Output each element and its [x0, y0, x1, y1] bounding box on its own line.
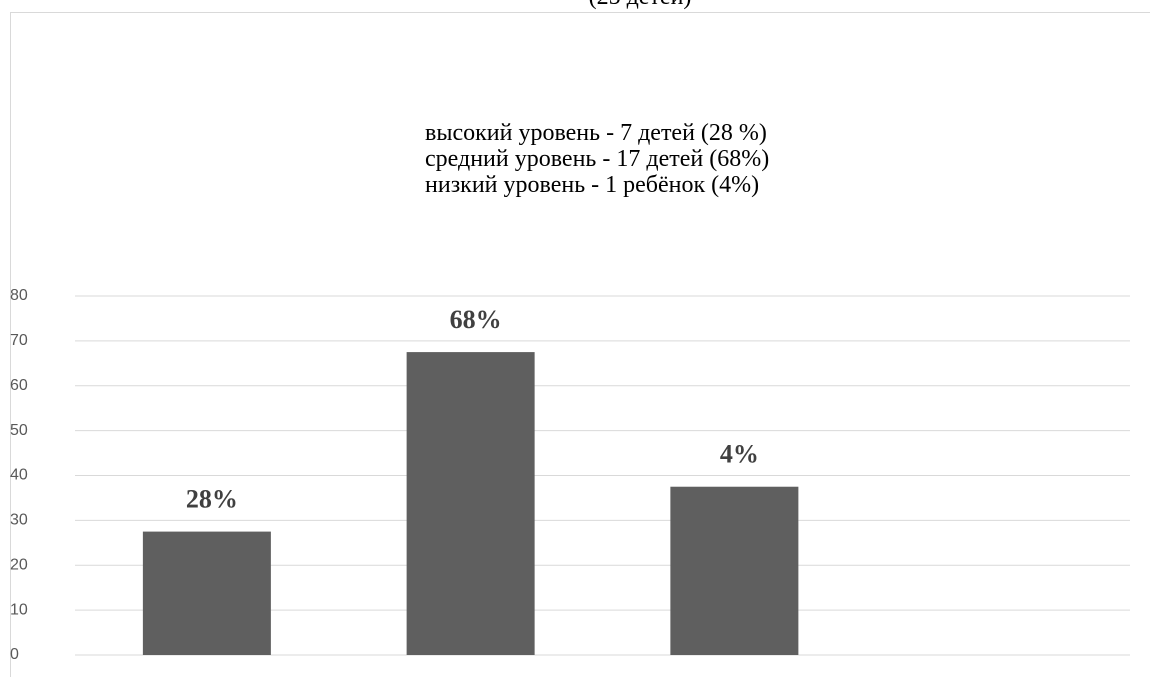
- y-tick-label: 20: [10, 556, 28, 573]
- chart-title: (25 детей): [589, 0, 692, 10]
- y-tick-label: 40: [10, 467, 28, 484]
- subtitle-line: средний уровень - 17 детей (68%): [425, 146, 769, 172]
- data-label: 28%: [186, 485, 238, 514]
- y-tick-label: 60: [10, 377, 28, 394]
- y-tick-label: 30: [10, 512, 28, 529]
- subtitle-line: низкий уровень - 1 ребёнок (4%): [425, 172, 759, 198]
- bar: [406, 352, 535, 655]
- y-tick-label: 50: [10, 422, 28, 439]
- bar: [142, 531, 271, 655]
- bar: [670, 486, 799, 655]
- y-tick-label: 0: [10, 646, 19, 663]
- y-tick-label: 70: [10, 332, 28, 349]
- data-label: 4%: [720, 440, 759, 469]
- chart-border: [10, 12, 1150, 677]
- y-tick-label: 10: [10, 601, 28, 618]
- y-tick-label: 80: [10, 287, 28, 304]
- subtitle-line: высокий уровень - 7 детей (28 %): [425, 120, 767, 146]
- data-label: 68%: [450, 305, 502, 334]
